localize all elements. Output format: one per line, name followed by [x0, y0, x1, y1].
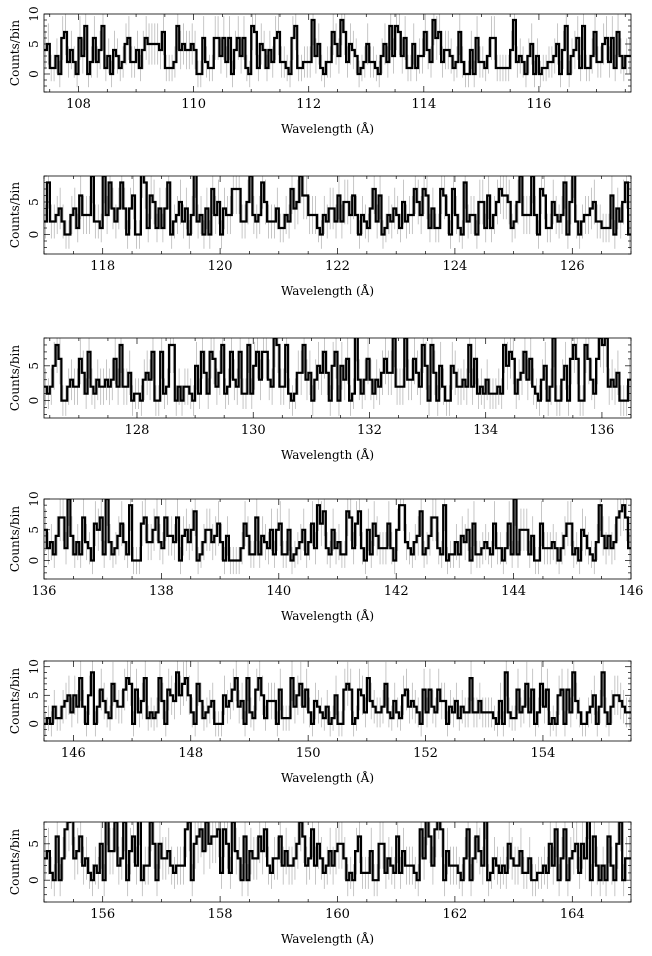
x-tick-label: 136	[590, 423, 615, 438]
x-tick-label: 128	[125, 423, 150, 438]
spectrum-series-line	[44, 499, 631, 562]
y-tick-label: 0	[27, 70, 41, 78]
spectrum-panels: 108 110 112 114 116 0 5 10 Wavelength (Å) Counts/…	[8, 6, 644, 946]
x-tick-label: 140	[266, 584, 291, 599]
x-tick-label: 126	[560, 259, 585, 274]
y-tick-label: 0	[27, 231, 41, 239]
y-axis-label: Counts/bin	[8, 506, 22, 572]
y-axis-label: Counts/bin	[8, 182, 22, 248]
x-tick-label: 138	[149, 584, 174, 599]
plot-area	[44, 499, 631, 575]
y-tick-label: 5	[27, 40, 41, 48]
x-axis-label: Wavelength (Å)	[281, 447, 374, 462]
spectrum-series-line	[44, 18, 631, 76]
plot-area	[44, 14, 631, 88]
y-tick-label: 10	[27, 491, 41, 506]
x-tick-label: 146	[61, 746, 86, 761]
y-tick-label: 5	[27, 198, 41, 206]
x-tick-label: 130	[241, 423, 266, 438]
spectrum-series-line	[44, 338, 631, 402]
x-tick-label: 134	[473, 423, 498, 438]
x-tick-label: 122	[325, 259, 350, 274]
panel-3: 128 130 132 134 136 0 5 Wavelength (Å) Counts/bi…	[8, 337, 632, 462]
y-tick-label: 10	[27, 6, 41, 21]
x-tick-label: 132	[357, 423, 382, 438]
y-tick-label: 0	[27, 720, 41, 728]
panel-5: 146 148 150 152 154 0 5 10 Wavelength (Å) Counts/…	[8, 659, 632, 785]
panel-2: 118 120 122 124 126 0 5 Wavelength (Å) Counts/bi…	[8, 175, 632, 298]
x-tick-label: 144	[501, 584, 526, 599]
plot-area	[44, 176, 631, 249]
y-tick-label: 5	[27, 840, 41, 848]
x-tick-label: 148	[178, 746, 203, 761]
x-tick-label: 114	[411, 97, 436, 112]
plot-area	[44, 661, 631, 737]
x-tick-label: 110	[181, 97, 206, 112]
x-tick-label: 112	[296, 97, 321, 112]
plot-area	[44, 822, 631, 897]
x-axis-label: Wavelength (Å)	[281, 283, 374, 298]
x-tick-label: 158	[208, 907, 233, 922]
x-tick-label: 118	[90, 259, 115, 274]
panel-4: 136 138 140 142 144 146 0 5 10 Wavelength (Å) Coun…	[8, 491, 644, 623]
x-tick-label: 136	[32, 584, 57, 599]
y-tick-label: 10	[27, 659, 41, 674]
x-axis-label: Wavelength (Å)	[281, 121, 374, 136]
panel-6: 156 158 160 162 164 0 5 Wavelength (Å) Counts/bi…	[8, 821, 632, 946]
spectrum-series-line	[44, 671, 631, 725]
spectrum-series-line	[44, 822, 631, 882]
y-axis-label: Counts/bin	[8, 345, 22, 411]
x-tick-label: 150	[296, 746, 321, 761]
x-axis-label: Wavelength (Å)	[281, 931, 374, 946]
x-tick-label: 162	[442, 907, 467, 922]
y-tick-label: 5	[27, 526, 41, 534]
y-axis-label: Counts/bin	[8, 20, 22, 86]
x-tick-label: 152	[413, 746, 438, 761]
y-axis-label: Counts/bin	[8, 668, 22, 734]
axes-frame	[43, 337, 632, 419]
x-tick-label: 124	[442, 259, 467, 274]
x-tick-label: 156	[90, 907, 115, 922]
y-axis-label: Counts/bin	[8, 829, 22, 895]
y-tick-label: 0	[27, 876, 41, 884]
y-tick-label: 5	[27, 362, 41, 370]
x-tick-label: 120	[208, 259, 233, 274]
x-tick-label: 142	[384, 584, 409, 599]
x-axis-label: Wavelength (Å)	[281, 608, 374, 623]
spectrum-series-line	[44, 176, 631, 236]
x-tick-label: 164	[560, 907, 585, 922]
axes-frame	[43, 821, 632, 903]
y-tick-label: 5	[27, 691, 41, 699]
x-tick-label: 146	[619, 584, 644, 599]
y-tick-label: 0	[27, 557, 41, 565]
x-tick-label: 108	[66, 97, 91, 112]
panel-1: 108 110 112 114 116 0 5 10 Wavelength (Å) Counts/…	[8, 6, 632, 136]
x-tick-label: 154	[531, 746, 556, 761]
x-tick-label: 116	[527, 97, 552, 112]
plot-area	[44, 338, 631, 416]
x-tick-label: 160	[325, 907, 350, 922]
y-tick-label: 0	[27, 397, 41, 405]
x-axis-label: Wavelength (Å)	[281, 770, 374, 785]
